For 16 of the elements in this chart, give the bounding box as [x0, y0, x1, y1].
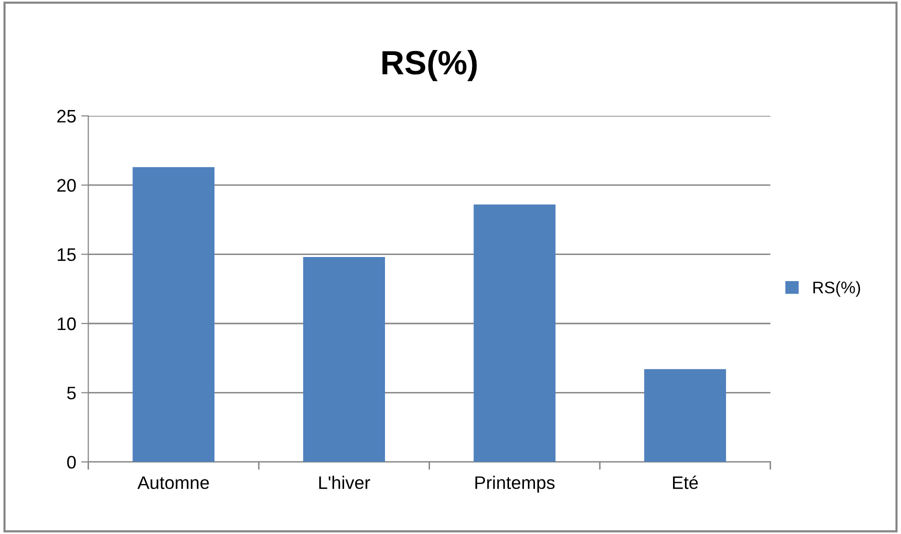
bar: [303, 257, 385, 462]
x-tick-label: Automne: [137, 476, 209, 490]
legend-label: RS(%): [813, 281, 860, 297]
y-tick-label: 20: [57, 179, 76, 192]
y-tick-label: 0: [67, 456, 76, 469]
chart-title: RS(%): [382, 50, 477, 82]
bar: [132, 167, 214, 462]
y-tick-label: 5: [67, 386, 76, 400]
x-tick-label: Eté: [673, 476, 698, 490]
x-tick-label: L'hiver: [319, 476, 370, 490]
x-tick-label: Printemps: [475, 476, 555, 493]
y-tick-label: 10: [58, 317, 76, 330]
bar: [474, 204, 556, 462]
bar: [644, 369, 726, 462]
y-tick-label: 25: [57, 110, 76, 123]
y-tick-label: 15: [58, 248, 76, 262]
